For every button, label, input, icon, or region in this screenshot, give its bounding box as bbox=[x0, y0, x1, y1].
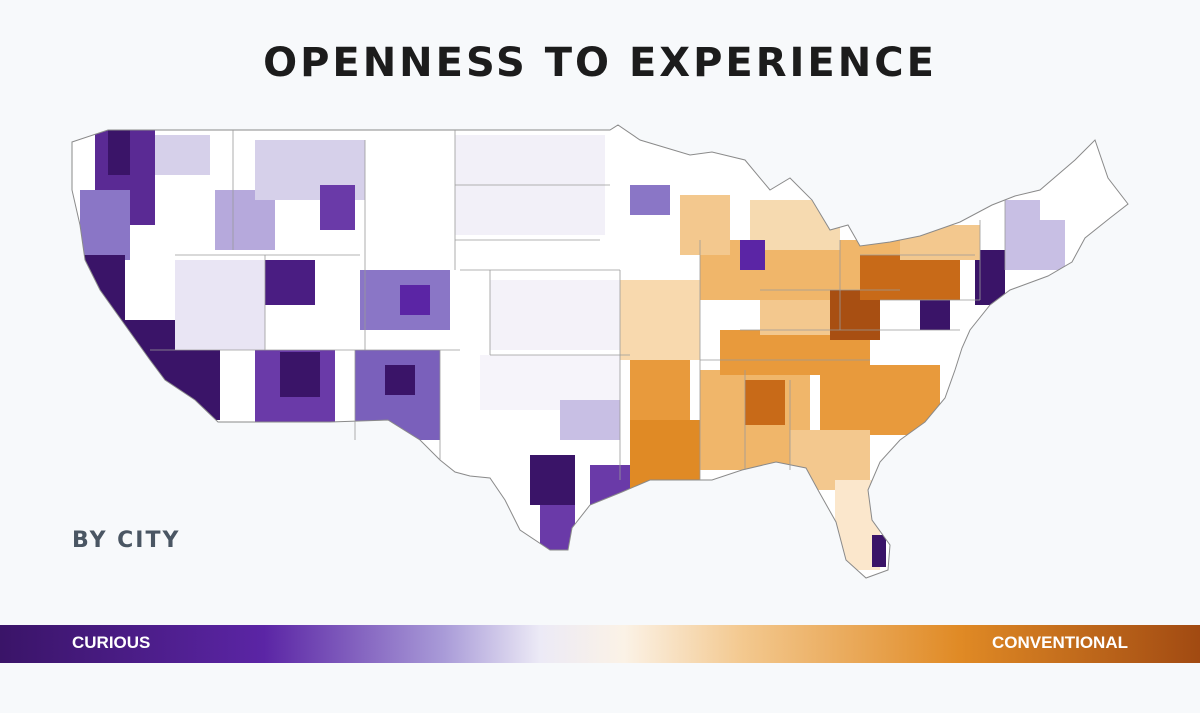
region-albuquerque bbox=[385, 365, 415, 395]
region-denver bbox=[400, 285, 430, 315]
region-dc-metro bbox=[920, 300, 950, 330]
region-pennsylvania bbox=[860, 255, 960, 300]
region-chicago bbox=[740, 240, 765, 270]
region-kansas bbox=[490, 280, 620, 350]
region-seattle bbox=[108, 130, 130, 175]
legend-label-curious: CURIOUS bbox=[72, 633, 151, 652]
map-subtitle: BY CITY bbox=[72, 528, 181, 553]
page-title: OPENNESS TO EXPERIENCE bbox=[263, 40, 937, 86]
region-nevada bbox=[175, 260, 265, 350]
region-texas-central bbox=[530, 455, 575, 505]
state-borders bbox=[71, 124, 1129, 579]
region-louisiana bbox=[630, 420, 700, 490]
region-texas-south bbox=[540, 505, 575, 550]
region-california-coast bbox=[80, 255, 125, 330]
region-west-light bbox=[155, 135, 210, 175]
region-utah bbox=[265, 260, 315, 305]
region-carolinas bbox=[820, 365, 940, 435]
region-texas-east bbox=[560, 400, 620, 440]
region-missouri bbox=[620, 280, 700, 360]
region-wyoming bbox=[320, 185, 355, 230]
region-minneapolis bbox=[630, 185, 670, 215]
region-alabama-core bbox=[745, 380, 785, 425]
color-legend: CURIOUS CONVENTIONAL bbox=[0, 625, 1200, 663]
region-oregon-coast bbox=[80, 190, 130, 260]
region-phoenix bbox=[280, 352, 320, 397]
legend-label-conventional: CONVENTIONAL bbox=[992, 633, 1128, 652]
region-houston bbox=[590, 465, 630, 505]
region-miami bbox=[872, 535, 886, 567]
region-wisconsin bbox=[680, 195, 730, 255]
region-arkansas bbox=[630, 360, 690, 420]
